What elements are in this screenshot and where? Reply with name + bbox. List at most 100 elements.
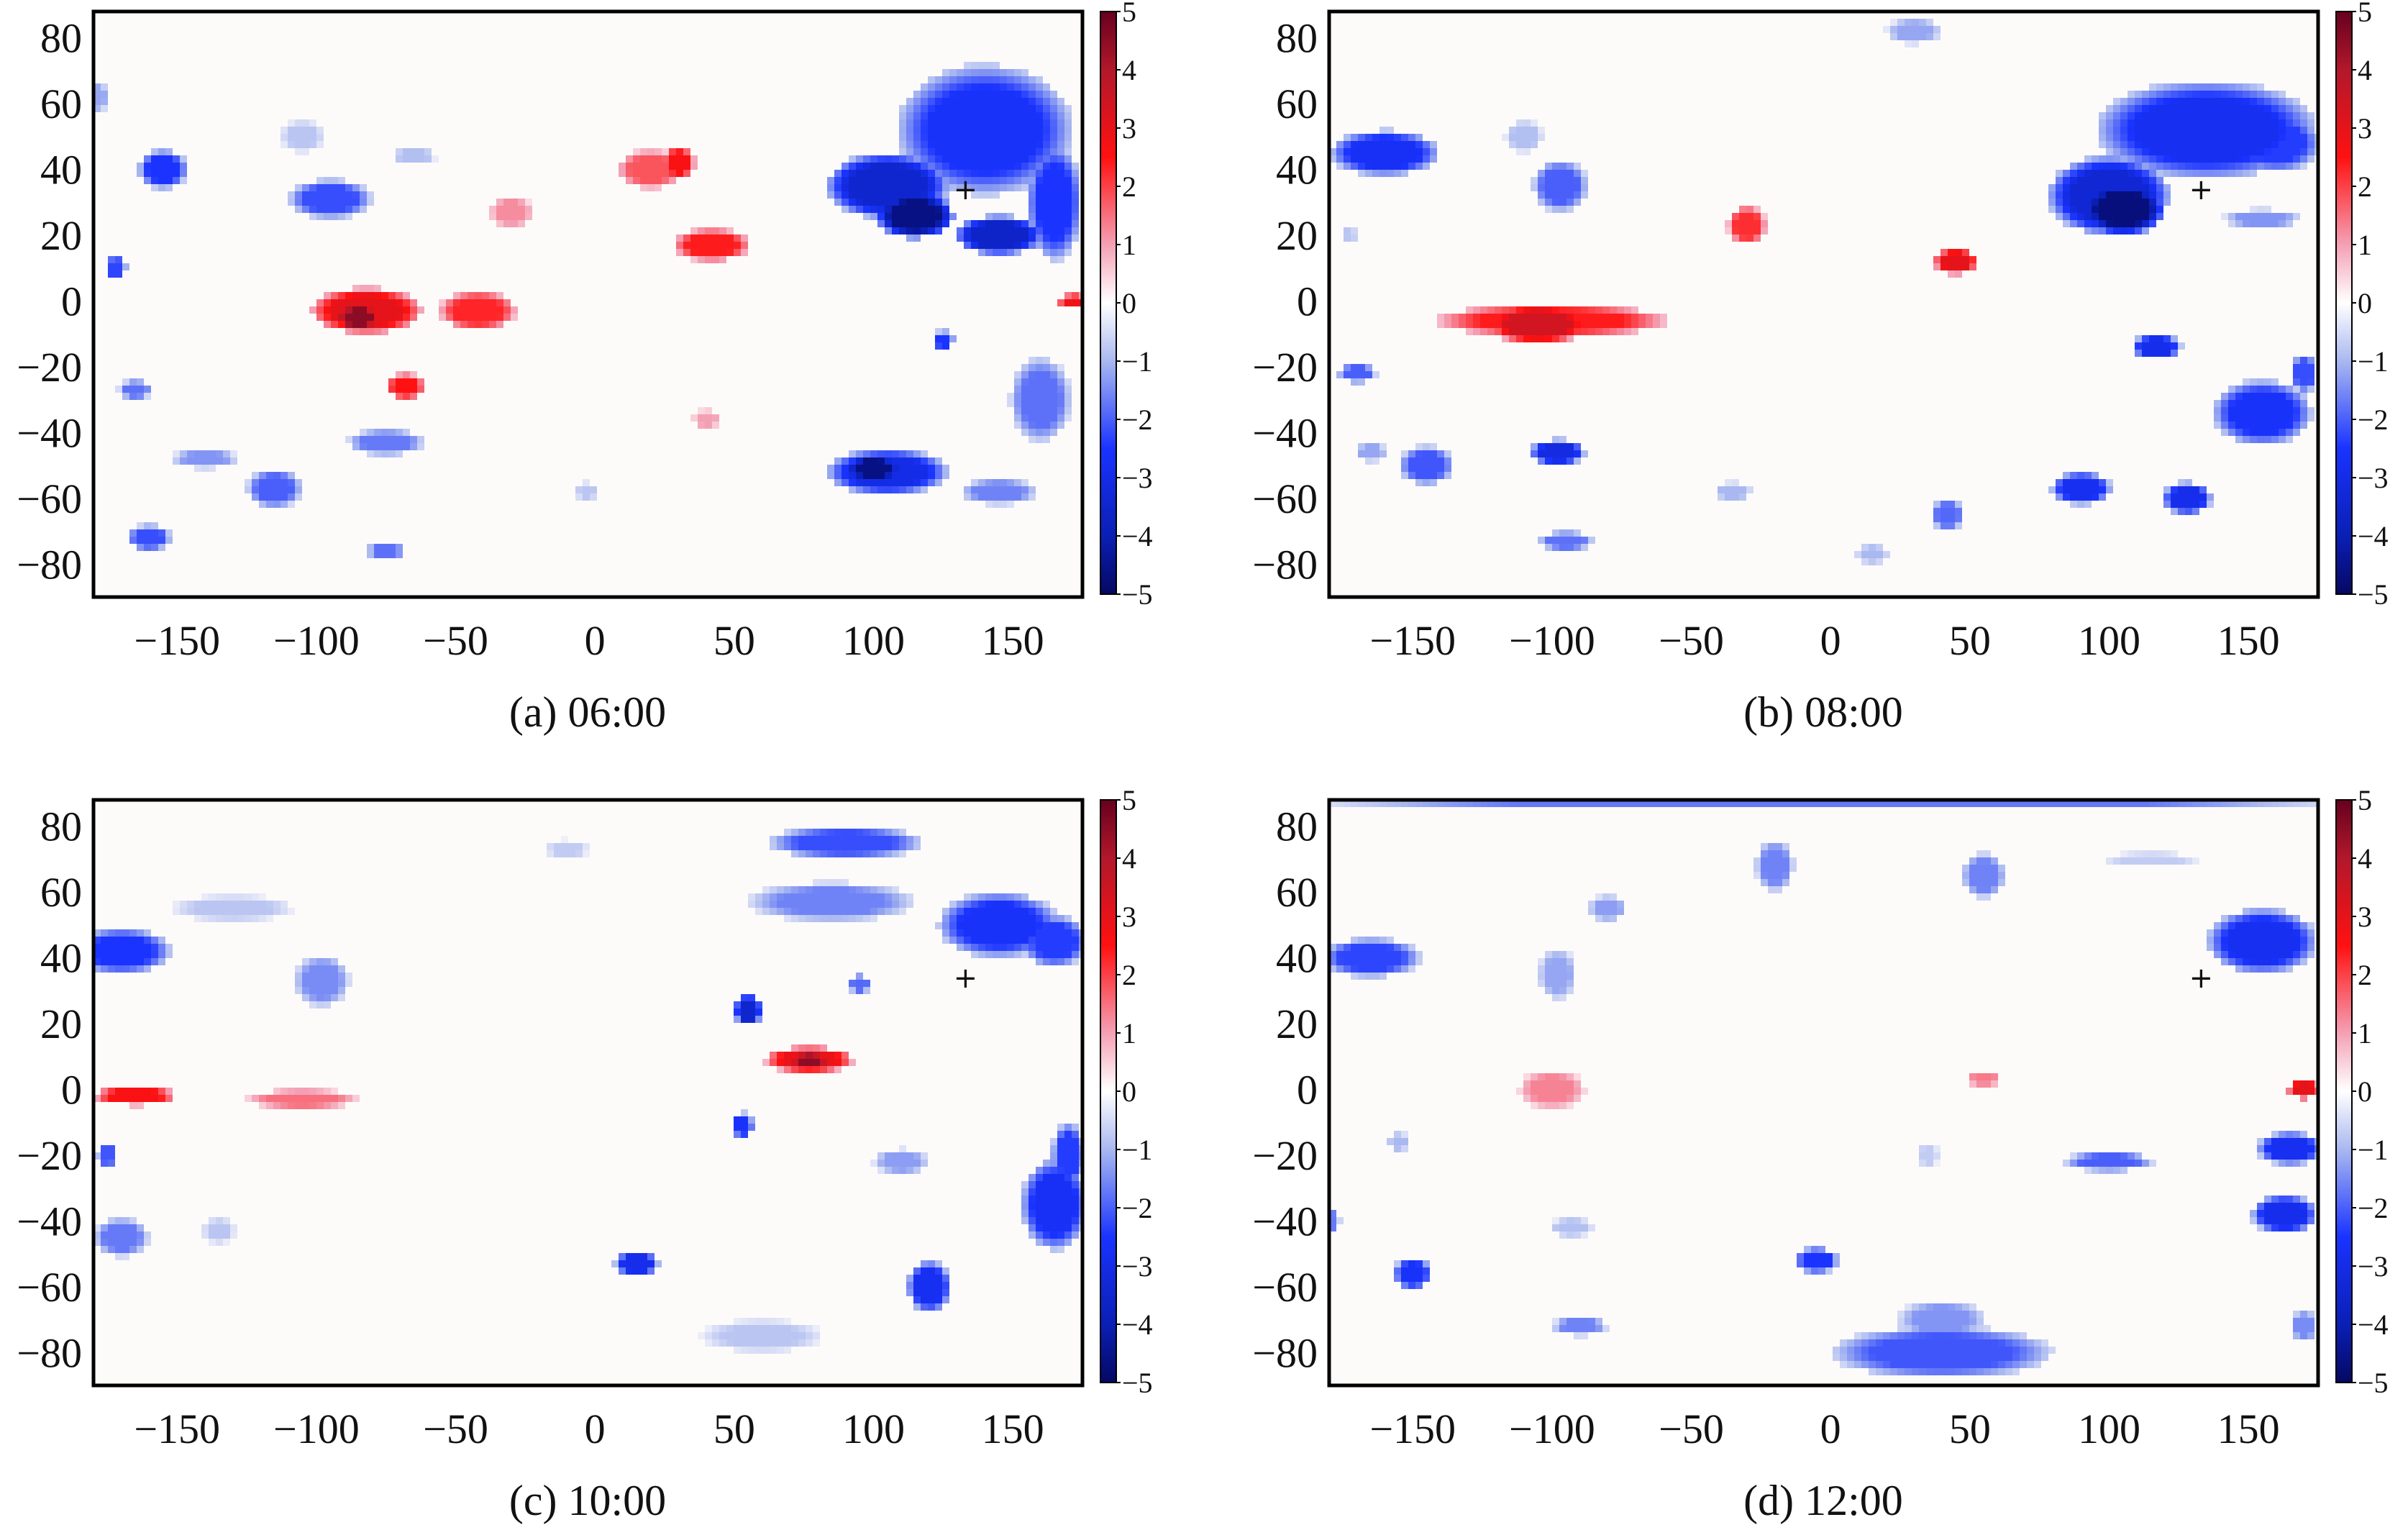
heatmap-cell — [1905, 33, 1912, 40]
heatmap-cell — [518, 206, 525, 213]
heatmap-cell — [144, 522, 151, 529]
heatmap-cell — [2135, 335, 2142, 342]
heatmap-cell — [784, 1347, 791, 1354]
heatmap-cell — [1007, 105, 1014, 112]
heatmap-cell — [352, 328, 360, 335]
heatmap-cell — [453, 321, 460, 328]
heatmap-cell — [1365, 958, 1372, 965]
heatmap-cell — [101, 1160, 108, 1167]
heatmap-cell — [1545, 170, 1552, 177]
heatmap-cell — [1401, 148, 1408, 155]
heatmap-cell — [993, 893, 1000, 901]
heatmap-cell — [892, 220, 899, 227]
heatmap-cell — [1897, 1332, 1905, 1339]
heatmap-cell — [985, 213, 993, 220]
heatmap-cell — [316, 965, 324, 973]
heatmap-cell — [1976, 1325, 1984, 1332]
heatmap-cell — [942, 69, 949, 76]
heatmap-cell — [2070, 199, 2077, 206]
heatmap-cell — [640, 170, 647, 177]
heatmap-cell — [1581, 191, 1588, 199]
heatmap-cell — [856, 980, 863, 987]
heatmap-cell — [1336, 958, 1344, 965]
heatmap-cell — [1401, 965, 1408, 973]
heatmap-cell — [1036, 76, 1043, 83]
heatmap-cell — [2243, 134, 2250, 141]
heatmap-cell — [2264, 414, 2271, 422]
heatmap-cell — [94, 937, 101, 944]
heatmap-cell — [856, 987, 863, 994]
heatmap-cell — [122, 263, 129, 270]
heatmap-cell — [993, 493, 1000, 501]
heatmap-cell — [683, 163, 690, 170]
heatmap-cell — [885, 227, 892, 234]
heatmap-cell — [1021, 1181, 1029, 1188]
heatmap-cell — [964, 62, 971, 69]
heatmap-cell — [834, 1066, 842, 1073]
heatmap-cell — [1905, 1339, 1912, 1347]
heatmap-cell — [1487, 321, 1495, 328]
heatmap-cell — [949, 148, 957, 155]
heatmap-cell — [906, 191, 913, 199]
x-tick-label: 100 — [2078, 617, 2140, 664]
heatmap-cell — [942, 163, 949, 170]
heatmap-cell — [928, 155, 935, 163]
heatmap-cell — [367, 285, 374, 292]
heatmap-cell — [2099, 163, 2106, 170]
heatmap-cell — [913, 127, 921, 134]
plot-frame — [91, 9, 1085, 599]
heatmap-cell — [1566, 1073, 1574, 1080]
heatmap-cell — [1502, 306, 1509, 314]
heatmap-cell — [273, 1088, 281, 1095]
heatmap-cell — [2163, 493, 2171, 501]
heatmap-cell — [1926, 1145, 1933, 1152]
heatmap-cell — [2257, 105, 2264, 112]
heatmap-cell — [151, 163, 158, 170]
heatmap-cell — [1653, 314, 1660, 321]
heatmap-cell — [1933, 1332, 1940, 1339]
colorbar-tick-label: −4 — [1122, 520, 1153, 552]
heatmap-cell — [856, 836, 863, 843]
heatmap-cell — [1969, 857, 1976, 865]
heatmap-cell — [1057, 105, 1064, 112]
heatmap-cell — [676, 249, 683, 256]
colorbar-tick-label: −1 — [1122, 345, 1153, 378]
heatmap-cell — [158, 951, 165, 958]
heatmap-cell — [1732, 479, 1739, 486]
y-tick-label: −20 — [17, 1132, 82, 1179]
heatmap-cell — [259, 493, 266, 501]
heatmap-cell — [1588, 908, 1595, 915]
colorbar-tick-label: 0 — [2358, 1075, 2372, 1108]
heatmap-cell — [2127, 170, 2135, 177]
heatmap-cell — [1415, 800, 1423, 807]
heatmap-cell — [1043, 127, 1050, 134]
heatmap-cell — [2214, 105, 2221, 112]
heatmap-cell — [870, 893, 877, 901]
heatmap-cell — [791, 1325, 798, 1332]
heatmap-cell — [1602, 306, 1610, 314]
heatmap-cell — [568, 843, 575, 850]
heatmap-cell — [1057, 148, 1064, 155]
heatmap-cell — [2243, 213, 2250, 220]
heatmap-cell — [1912, 1339, 1919, 1347]
heatmap-cell — [856, 177, 863, 184]
y-tick-label: −40 — [17, 1198, 82, 1244]
heatmap-cell — [1897, 1325, 1905, 1332]
heatmap-cell — [259, 901, 266, 908]
heatmap-cell — [820, 1052, 827, 1059]
heatmap-cell — [2005, 1361, 2012, 1368]
heatmap-cell — [1847, 1347, 1854, 1354]
plot-frame — [1327, 798, 2320, 1388]
heatmap-cell — [849, 184, 856, 191]
x-tick-label: −150 — [1369, 1406, 1456, 1452]
heatmap-cell — [921, 199, 928, 206]
heatmap-cell — [2178, 119, 2185, 127]
heatmap-cell — [798, 915, 806, 922]
heatmap-cell — [129, 937, 137, 944]
heatmap-cell — [151, 1095, 158, 1102]
heatmap-cell — [2271, 922, 2279, 929]
heatmap-cell — [1574, 544, 1581, 551]
heatmap-cell — [1014, 242, 1021, 249]
heatmap-cell — [1430, 457, 1437, 465]
heatmap-cell — [964, 242, 971, 249]
